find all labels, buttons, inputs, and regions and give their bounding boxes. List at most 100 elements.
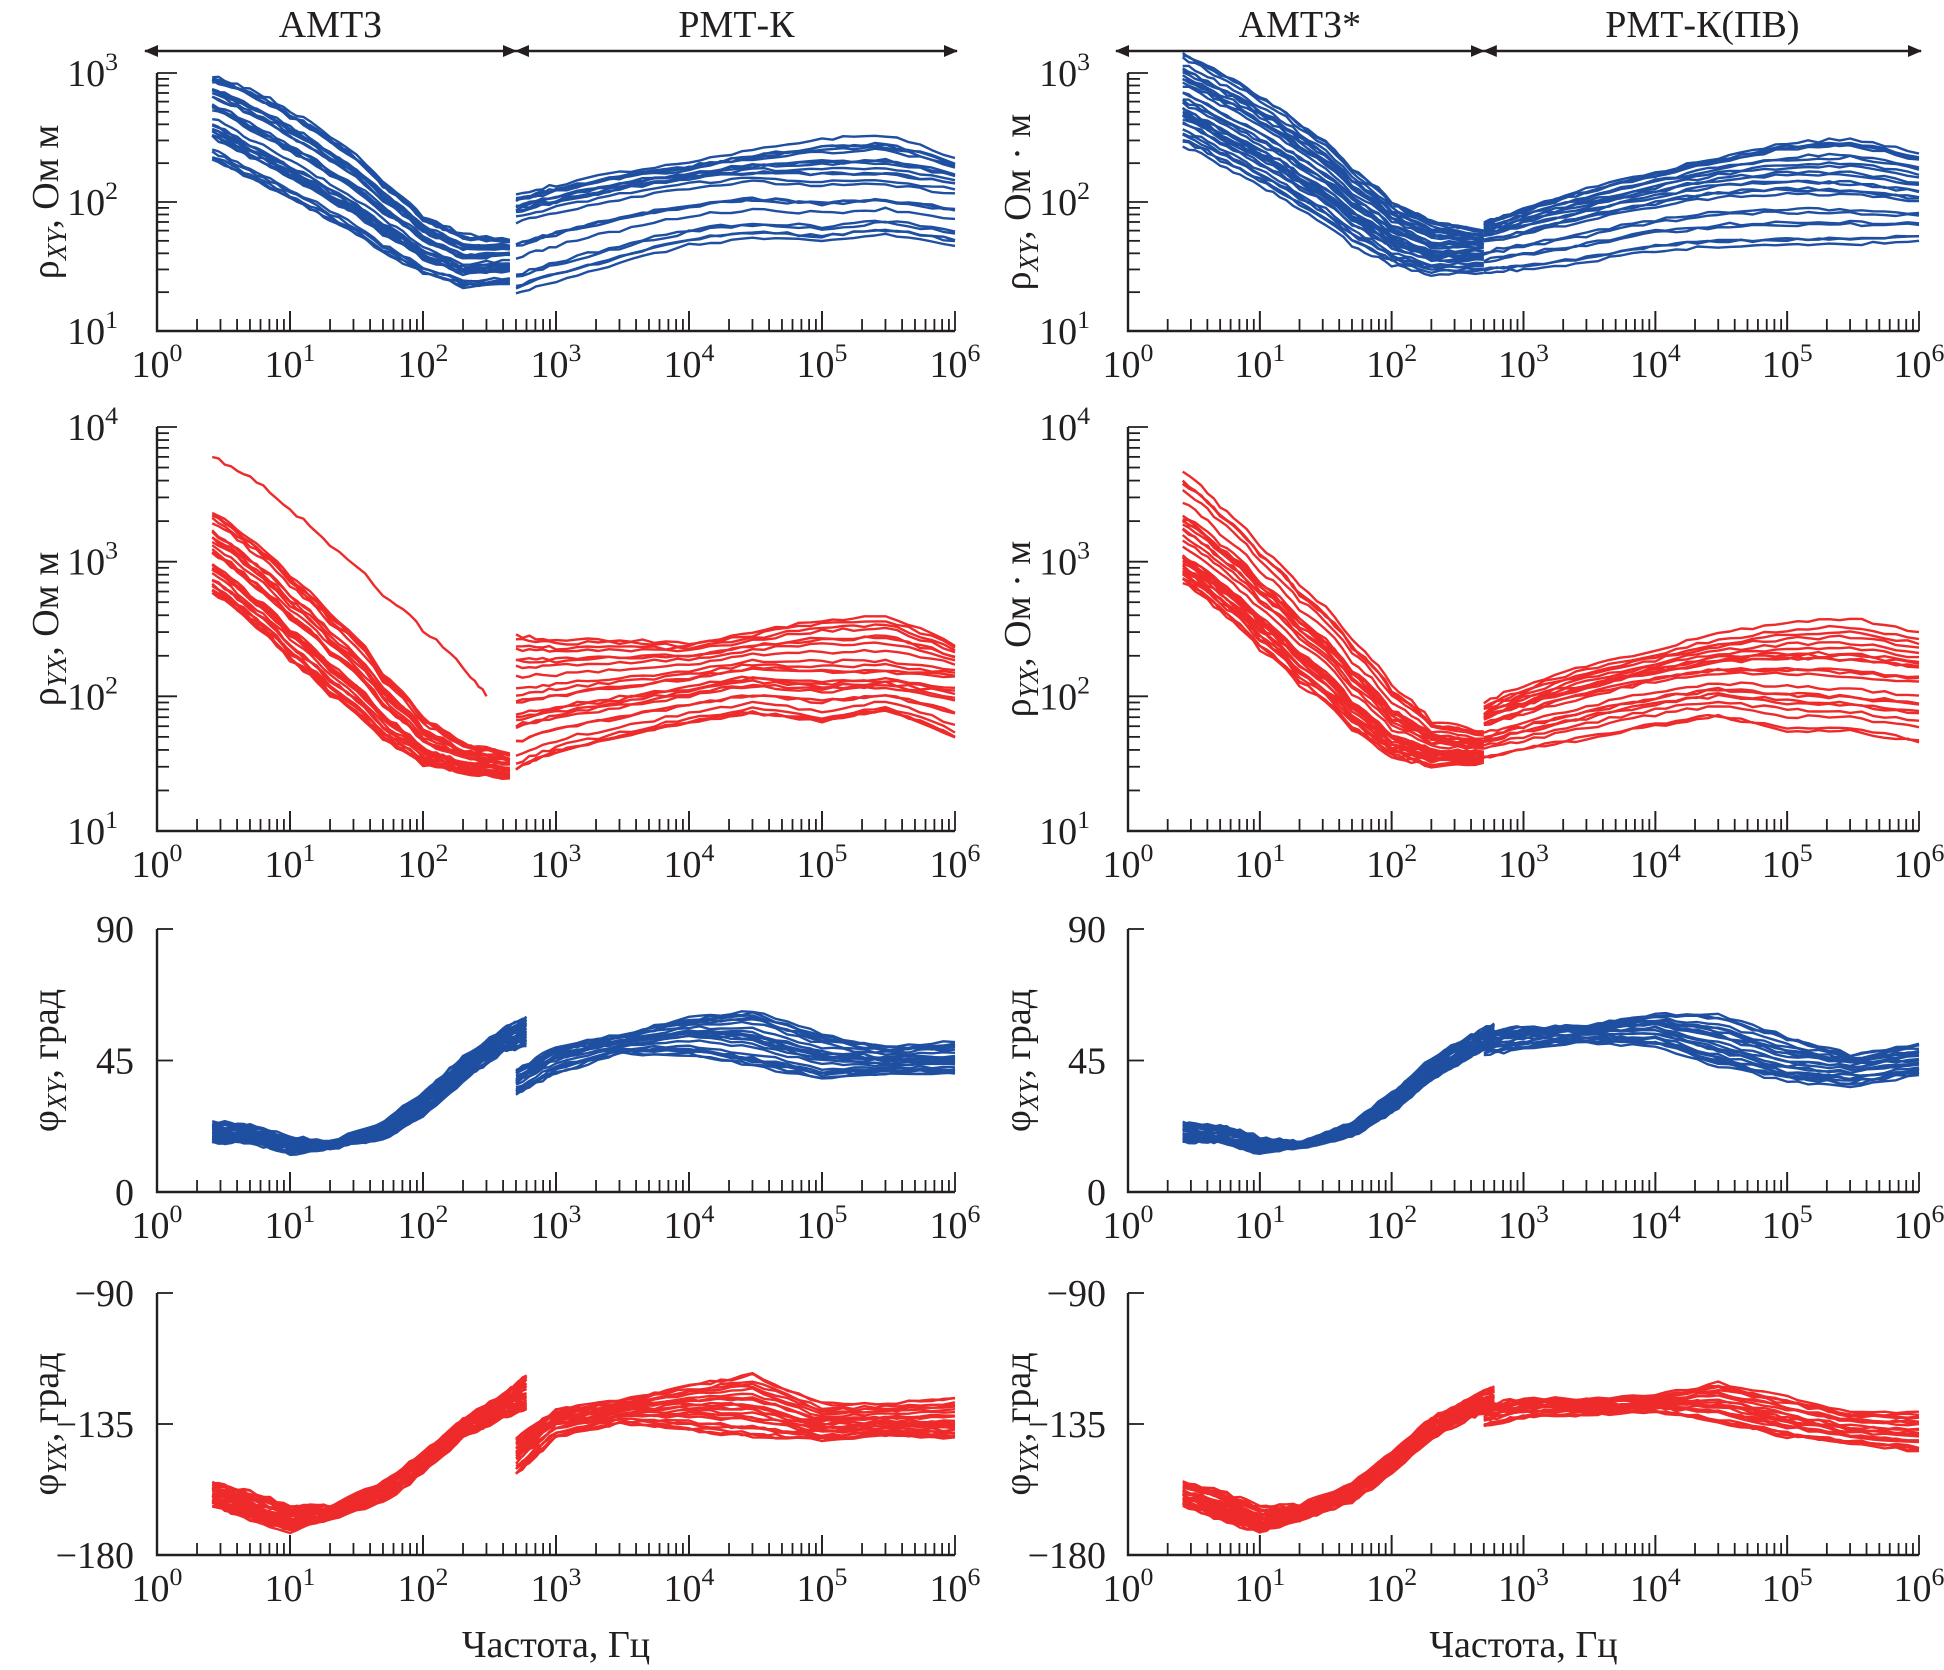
range-label-0: АМТЗ* (1239, 4, 1361, 46)
curve-rho-xy-seg0-19 (211, 103, 510, 258)
curve-phi-yx-seg0-29 (1182, 1385, 1496, 1508)
curve-rho-xy-seg0-26 (1182, 64, 1484, 236)
y-tick-label: −90 (1047, 1273, 1106, 1315)
x-tick-label: 101 (1234, 1199, 1285, 1247)
curve-rho-xy-seg1-8 (515, 196, 956, 246)
curve-phi-xy-seg0-28 (1182, 1024, 1495, 1144)
x-tick-label: 102 (1366, 1199, 1417, 1247)
curves (211, 455, 956, 780)
curve-rho-yx-seg0-16 (211, 563, 510, 770)
curve-rho-xy-seg0-14 (212, 118, 510, 266)
x-tick-label: 103 (531, 338, 582, 386)
curve-phi-yx-seg1-7 (1483, 1405, 1920, 1443)
curve-rho-yx-seg0-17 (1181, 534, 1484, 749)
y-tick-label: 90 (96, 909, 134, 951)
x-tick-label: 101 (265, 838, 316, 886)
curve-phi-xy-seg0-20 (211, 1022, 527, 1145)
y-ticks (157, 1292, 173, 1425)
curves (1181, 470, 1920, 769)
curve-rho-xy-seg0-1 (1182, 145, 1484, 277)
curve-phi-yx-seg0-0 (211, 1408, 528, 1535)
method-ranges: АМТЗ РМТ-К (144, 4, 958, 57)
curve-rho-xy-seg1-1 (1483, 234, 1919, 272)
curves (1181, 1380, 1920, 1534)
curve-phi-xy-seg0-27 (211, 1017, 527, 1144)
curve-rho-xy-seg1-7 (1483, 191, 1920, 243)
x-tick-label: 102 (398, 838, 449, 886)
curve-rho-xy-seg0-15 (1181, 106, 1484, 254)
curve-rho-yx-seg0-30 (1181, 489, 1484, 737)
curve-rho-xy-seg0-4 (1182, 128, 1484, 267)
curve-rho-xy-seg0-4 (211, 150, 511, 285)
x-axis-label: Частота, Гц (1429, 1624, 1617, 1666)
x-tick-label: 106 (1894, 1199, 1944, 1247)
x-tick-label: 100 (1103, 1199, 1154, 1247)
curve-rho-yx-seg0-18 (1182, 545, 1485, 751)
x-tick-label: 101 (265, 1199, 316, 1247)
curve-rho-yx-seg0-2 (211, 588, 511, 779)
range-label-1: РМТ-К(ПВ) (1605, 4, 1799, 46)
curve-phi-yx-seg1-19 (515, 1387, 956, 1446)
curve-phi-yx-seg1-7 (515, 1412, 956, 1461)
y-ticks (1128, 72, 1148, 294)
curve-rho-xy-seg1-2 (515, 228, 956, 288)
curve-phi-xy-seg1-1 (515, 1050, 956, 1096)
x-tick-label: 103 (531, 1199, 582, 1247)
x-tick-label: 104 (664, 338, 715, 386)
y-tick-label: 103 (67, 536, 118, 584)
x-tick-label: 104 (664, 1199, 715, 1247)
curve-rho-yx-seg2-15 (515, 658, 956, 690)
curve-rho-xy-seg0-24 (1182, 74, 1484, 240)
y-tick-label: 102 (67, 670, 118, 718)
curve-rho-yx-seg1-5 (1483, 693, 1920, 743)
x-tick-label: 103 (1498, 1199, 1549, 1247)
curve-phi-yx-seg1-3 (1483, 1409, 1920, 1451)
curve-rho-yx-seg0-7 (1182, 570, 1484, 762)
curve-rho-yx-seg0-19 (211, 548, 511, 765)
x-tick-label: 106 (930, 1562, 981, 1610)
curve-rho-xy-seg1-3 (515, 220, 956, 278)
curve-rho-xy-seg0-23 (1182, 81, 1484, 242)
x-tick-label: 102 (398, 338, 449, 386)
x-tick-label: 102 (398, 1199, 449, 1247)
method-ranges: АМТЗ* РМТ-К(ПВ) (1115, 4, 1922, 57)
curve-phi-xy-seg0-27 (1182, 1025, 1495, 1144)
curve-rho-yx-seg2-18 (515, 635, 956, 664)
x-ticks (196, 811, 956, 831)
x-tick-label: 105 (797, 1199, 848, 1247)
curve-phi-yx-seg1-2 (515, 1420, 956, 1475)
curves (211, 75, 956, 295)
y-tick-label: 102 (67, 176, 118, 224)
curve-rho-yx-seg1-20 (1483, 617, 1920, 705)
curve-rho-xy-seg1-15 (1483, 161, 1920, 230)
range-label-0: АМТЗ (279, 4, 382, 46)
curve-rho-yx-seg2-13 (515, 666, 956, 703)
curve-rho-yx-seg2-19 (515, 634, 956, 662)
curve-rho-xy-seg1-21 (1483, 141, 1920, 226)
curve-phi-yx-seg1-23 (515, 1372, 956, 1440)
y-axis-label: ρXY, Ом · м (997, 114, 1044, 291)
curve-phi-xy-seg0-24 (211, 1022, 528, 1145)
curve-rho-yx-seg0-2 (1182, 581, 1485, 769)
curves (1182, 1011, 1920, 1155)
x-tick-label: 106 (930, 338, 981, 386)
curve-rho-xy-seg1-0 (1483, 239, 1920, 275)
panel-phi-xy: 100 101 102 103 104 105 106 0 45 90 φXY, град (25, 909, 981, 1247)
x-tick-label: 103 (1498, 1562, 1549, 1610)
y-tick-label: 0 (115, 1172, 134, 1214)
x-tick-label: 105 (1762, 1562, 1813, 1610)
x-tick-label: 105 (797, 838, 848, 886)
curve-rho-xy-seg1-9 (515, 179, 956, 225)
curve-rho-yx-seg2-9 (515, 683, 956, 728)
curve-phi-xy-seg1-21 (515, 1011, 956, 1073)
x-tick-label: 101 (1234, 1562, 1285, 1610)
curve-rho-xy-seg1-6 (1483, 206, 1920, 255)
x-tick-label: 102 (1366, 1562, 1417, 1610)
curve-rho-xy-seg1-21 (515, 134, 956, 196)
x-tick-label: 104 (1630, 838, 1681, 886)
curve-rho-yx-seg2-3 (515, 700, 956, 757)
x-tick-label: 100 (1103, 1562, 1154, 1610)
y-tick-label: 45 (1068, 1041, 1106, 1083)
